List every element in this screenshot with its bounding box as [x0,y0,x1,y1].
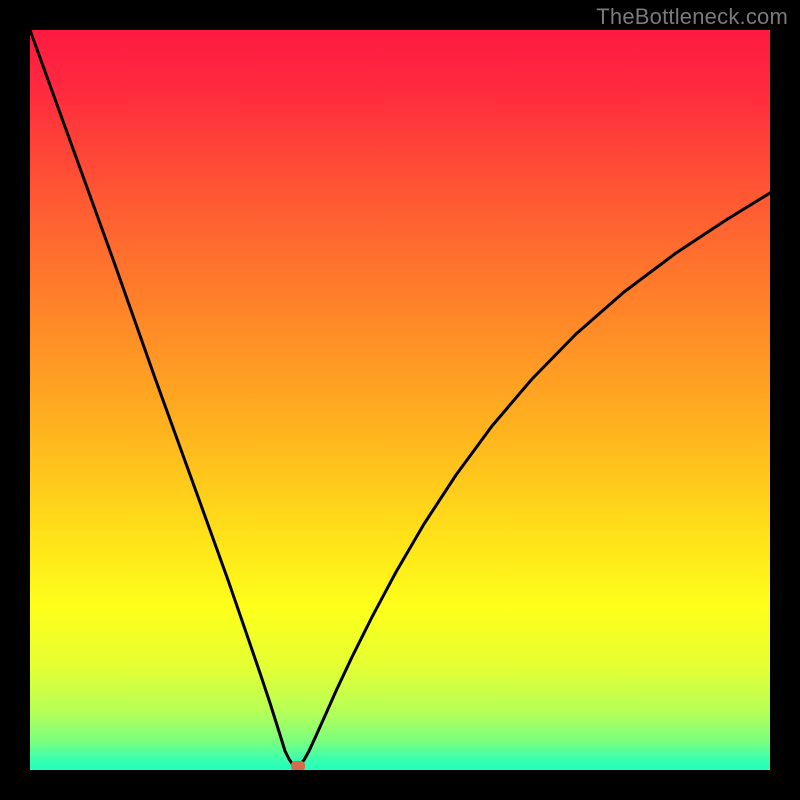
gradient-plot-background [30,30,770,770]
chart-frame: { "watermark": { "text": "TheBottleneck.… [0,0,800,800]
optimum-marker [291,761,305,771]
bottleneck-chart [0,0,800,800]
watermark-text: TheBottleneck.com [596,4,788,30]
